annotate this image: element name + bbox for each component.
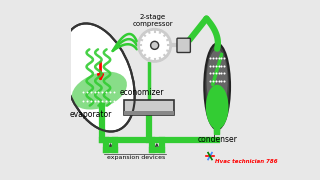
Text: economizer: economizer [120,88,164,97]
Circle shape [151,41,159,49]
Text: condenser: condenser [197,135,237,144]
Text: evaporator: evaporator [70,110,112,119]
Ellipse shape [204,44,230,129]
FancyBboxPatch shape [124,111,174,115]
Ellipse shape [207,49,228,113]
Circle shape [139,29,171,61]
Text: expansion devices: expansion devices [107,155,165,160]
Ellipse shape [206,85,228,129]
Text: 2-stage
compressor: 2-stage compressor [132,14,173,28]
Ellipse shape [72,72,127,110]
Ellipse shape [62,23,135,132]
FancyBboxPatch shape [177,38,190,53]
FancyBboxPatch shape [124,100,174,115]
Text: Hvac technician 786: Hvac technician 786 [215,159,278,164]
